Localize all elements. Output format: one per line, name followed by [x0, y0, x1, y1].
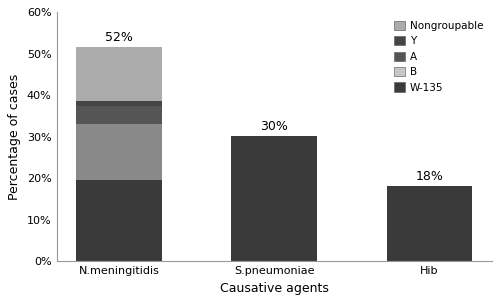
Legend: Nongroupable, Y, A, B, W-135: Nongroupable, Y, A, B, W-135: [391, 18, 486, 96]
Text: 52%: 52%: [105, 31, 133, 44]
Bar: [232, 136, 316, 261]
Text: 18%: 18%: [416, 170, 443, 183]
Bar: [76, 106, 162, 124]
Bar: [76, 124, 162, 180]
Text: 30%: 30%: [260, 120, 288, 133]
Bar: [76, 101, 162, 106]
Bar: [386, 186, 472, 261]
Y-axis label: Percentage of cases: Percentage of cases: [8, 74, 22, 200]
Bar: [76, 180, 162, 261]
X-axis label: Causative agents: Causative agents: [220, 282, 328, 295]
Bar: [76, 47, 162, 101]
